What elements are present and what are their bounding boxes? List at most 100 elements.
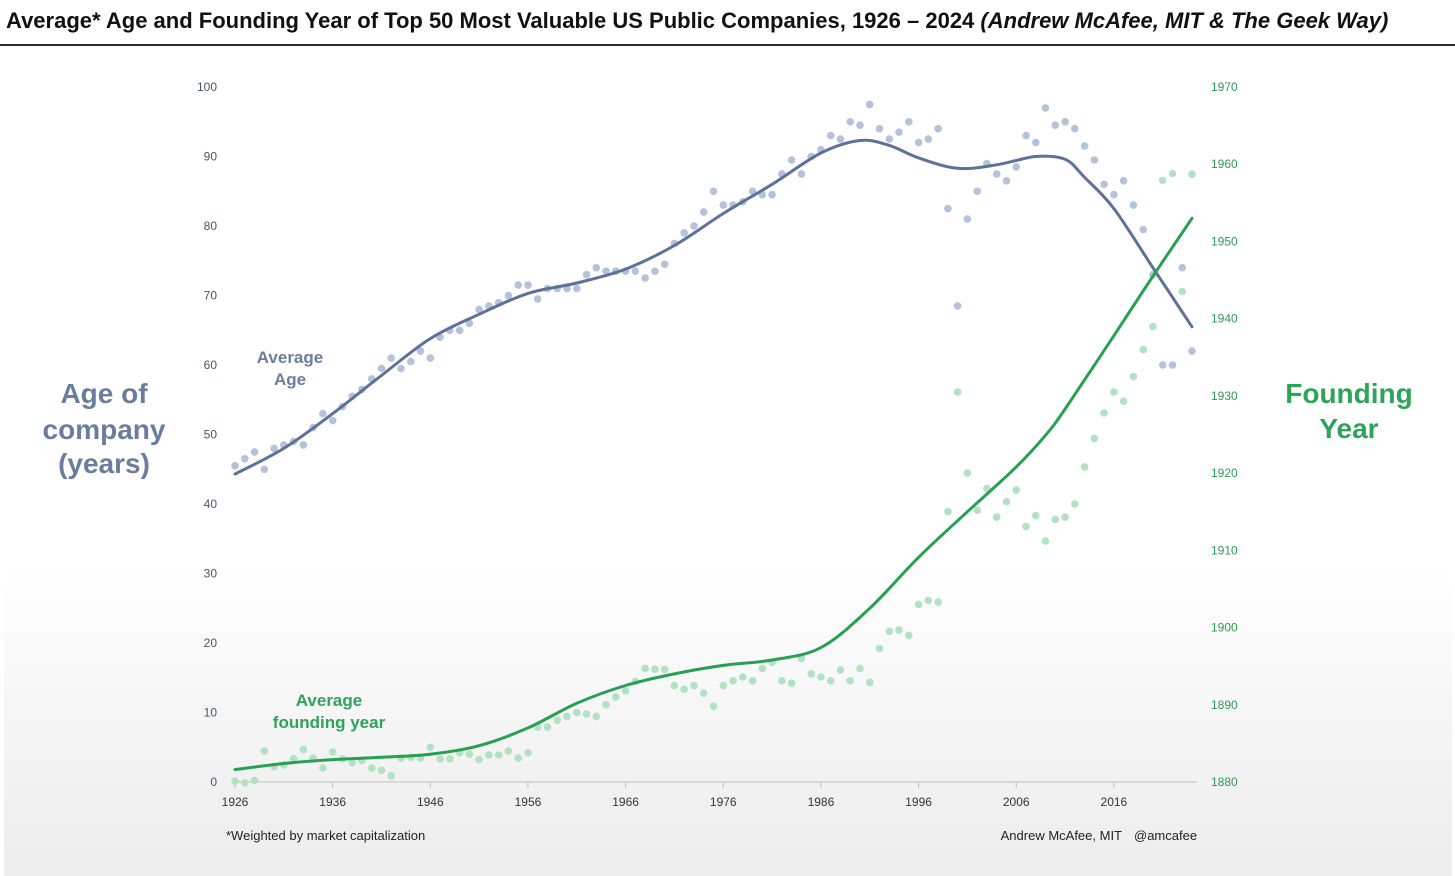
age-point <box>1110 190 1118 199</box>
age-point <box>1090 156 1099 164</box>
founding-year-point <box>875 644 884 653</box>
right-axis-label: Founding Year <box>1285 378 1413 444</box>
age-point <box>992 170 1001 178</box>
founding-year-point <box>553 716 562 724</box>
left-tick-label: 90 <box>204 150 218 164</box>
right-tick-label: 1890 <box>1211 698 1238 712</box>
founding-year-point <box>1080 463 1089 471</box>
founding-year-point <box>963 469 972 477</box>
founding-year-point <box>1071 500 1079 508</box>
left-tick-label: 50 <box>204 428 218 442</box>
founding-year-point <box>387 772 396 780</box>
age-point <box>328 416 337 425</box>
chart-title: Average* Age and Founding Year of Top 50… <box>6 8 1388 34</box>
left-axis-label-line-1: Age of <box>60 378 148 409</box>
founding-year-series-label-line-1: Average <box>296 691 362 710</box>
age-point <box>1168 361 1177 369</box>
founding-year-point <box>514 754 522 762</box>
age-point <box>826 131 835 140</box>
founding-year-point <box>914 600 923 609</box>
founding-year-point <box>494 751 503 759</box>
age-point <box>641 274 649 282</box>
founding-year-point <box>778 677 786 685</box>
age-point <box>709 187 718 196</box>
founding-year-point <box>953 388 962 396</box>
left-tick-label: 70 <box>204 289 218 303</box>
founding-year-point <box>699 689 708 697</box>
x-tick-label: 1956 <box>515 795 542 809</box>
founding-year-point <box>1110 388 1118 396</box>
age-trend-line <box>233 138 1194 476</box>
age-series-label-line-1: Average <box>257 348 323 367</box>
founding-year-point <box>739 673 747 681</box>
age-point <box>1158 361 1167 369</box>
founding-year-point <box>1090 434 1099 443</box>
age-point <box>582 270 591 279</box>
age-point <box>533 295 542 303</box>
age-point <box>573 284 581 293</box>
twitter-handle: @amcafee <box>1134 828 1197 843</box>
right-axis-label-line-1: Founding <box>1285 378 1413 409</box>
right-tick-label: 1950 <box>1211 234 1238 248</box>
founding-year-point <box>905 631 913 640</box>
credit: Andrew McAfee, MIT <box>1001 828 1122 843</box>
x-tick-label: 1926 <box>222 795 249 809</box>
founding-year-point <box>973 506 981 514</box>
age-point <box>944 204 952 213</box>
right-tick-label: 1920 <box>1211 466 1238 480</box>
founding-year-point <box>680 685 688 694</box>
title-main: Average* Age and Founding Year of Top 50… <box>6 8 975 33</box>
age-point <box>407 357 415 366</box>
founding-year-trend-line <box>233 216 1194 772</box>
founding-year-point <box>758 664 767 673</box>
age-point <box>1032 138 1040 147</box>
founding-year-point <box>1051 515 1060 524</box>
founding-year-point <box>573 708 581 717</box>
left-axis-label-line-3: (years) <box>58 448 150 479</box>
x-tick-label: 1966 <box>612 795 639 809</box>
age-point <box>895 128 903 136</box>
age-series-label: Average Age <box>257 348 323 389</box>
founding-year-point <box>1100 409 1108 417</box>
age-point <box>426 354 435 362</box>
age-point <box>875 124 884 133</box>
age-point <box>934 124 942 133</box>
age-point <box>1002 177 1011 185</box>
founding-year-point <box>660 665 669 674</box>
left-tick-label: 0 <box>210 775 217 789</box>
founding-year-point <box>1032 511 1040 520</box>
founding-year-point <box>328 748 337 756</box>
age-point <box>1139 225 1147 234</box>
right-tick-label: 1930 <box>1211 389 1238 403</box>
founding-year-point <box>377 766 386 775</box>
founding-year-point <box>670 681 679 690</box>
founding-year-point <box>436 755 444 763</box>
founding-year-point <box>465 750 474 758</box>
age-point <box>651 267 659 276</box>
founding-year-point <box>856 664 864 673</box>
age-point <box>963 215 972 223</box>
founding-year-point <box>1188 170 1196 179</box>
founding-year-point <box>592 712 601 721</box>
founding-year-point <box>1061 513 1069 521</box>
x-tick-label: 1946 <box>417 795 444 809</box>
left-axis-label: Age of company (years) <box>43 378 166 479</box>
founding-year-point <box>260 747 269 755</box>
right-tick-label: 1910 <box>1211 543 1238 557</box>
age-point <box>719 201 728 209</box>
age-point <box>836 135 845 143</box>
age-point <box>397 364 405 373</box>
founding-year-point <box>934 598 942 606</box>
founding-year-point <box>250 776 259 785</box>
age-point <box>299 441 308 449</box>
founding-year-point <box>348 758 357 767</box>
left-tick-label: 40 <box>204 497 218 511</box>
founding-year-series-label-line-2: founding year <box>273 713 386 732</box>
right-tick-label: 1880 <box>1211 775 1238 789</box>
founding-year-point <box>836 666 845 674</box>
founding-year-point <box>367 764 376 772</box>
founding-year-point <box>582 710 591 718</box>
footnote: *Weighted by market capitalization <box>226 828 425 843</box>
founding-year-point <box>621 687 630 695</box>
